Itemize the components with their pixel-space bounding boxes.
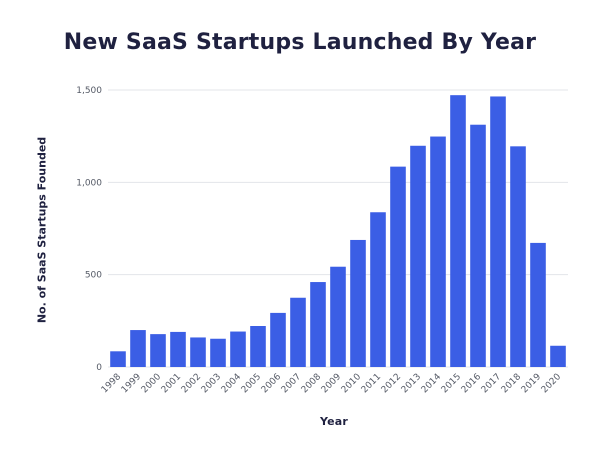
x-tick-label: 2005 — [240, 372, 263, 395]
x-axis-label: Year — [319, 415, 349, 428]
bar-2009 — [330, 266, 346, 367]
x-tick-label: 2010 — [340, 372, 363, 395]
x-tick-label: 2011 — [360, 372, 383, 395]
x-tick-label: 2009 — [320, 372, 343, 395]
bar-2002 — [190, 337, 206, 367]
bar-2012 — [390, 166, 406, 367]
bar-2015 — [450, 95, 466, 368]
x-tick-label: 2016 — [460, 372, 483, 395]
bar-2014 — [430, 136, 446, 367]
chart-title: New SaaS Startups Launched By Year — [63, 30, 537, 55]
x-tick-label: 1999 — [120, 372, 143, 395]
x-tick-label: 1998 — [100, 372, 123, 395]
y-tick-label: 500 — [85, 271, 102, 281]
bar-2001 — [170, 331, 186, 367]
bar-2016 — [470, 124, 486, 367]
x-tick-label: 2020 — [540, 372, 563, 395]
x-tick-label: 2002 — [180, 372, 203, 395]
bar-2017 — [490, 96, 506, 368]
bar-2007 — [290, 297, 306, 367]
bar-2011 — [370, 212, 386, 367]
x-tick-label: 2014 — [420, 372, 443, 395]
x-tick-label: 2019 — [520, 372, 543, 395]
bar-2004 — [230, 331, 246, 367]
x-tick-label: 2000 — [140, 372, 163, 395]
x-tick-label: 2001 — [160, 372, 183, 395]
bar-2005 — [250, 326, 266, 367]
x-tick-label: 2006 — [260, 372, 283, 395]
bar-2003 — [210, 338, 226, 367]
x-tick-label: 2017 — [480, 372, 503, 395]
x-tick-label: 2008 — [300, 372, 323, 395]
bar-1999 — [130, 330, 146, 367]
x-tick-label: 2007 — [280, 372, 303, 395]
y-tick-label: 0 — [96, 363, 102, 373]
bar-2018 — [510, 146, 526, 367]
bar-2006 — [270, 312, 286, 367]
x-tick-label: 2018 — [500, 372, 523, 395]
x-tick-label: 2013 — [400, 372, 423, 395]
bar-2010 — [350, 239, 366, 367]
x-tick-label: 2003 — [200, 372, 223, 395]
bar-2020 — [550, 345, 566, 367]
bar-2013 — [410, 145, 426, 367]
bar-1998 — [110, 351, 126, 367]
bar-2000 — [150, 334, 166, 367]
bar-2019 — [530, 242, 546, 367]
y-tick-label: 1,000 — [76, 178, 102, 188]
x-tick-label: 2004 — [220, 372, 243, 395]
bar-2008 — [310, 282, 326, 367]
x-tick-label: 2012 — [380, 372, 403, 395]
x-tick-label: 2015 — [440, 372, 463, 395]
y-tick-label: 1,500 — [76, 86, 102, 96]
